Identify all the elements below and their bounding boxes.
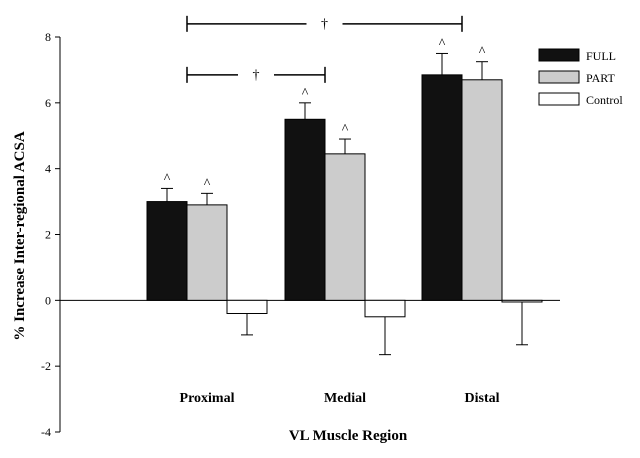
bar: [284, 118, 326, 301]
legend-label: Control: [586, 93, 623, 107]
chart-legend: FULL PART Control: [538, 48, 623, 107]
legend-swatch: [538, 70, 580, 84]
legend-label: FULL: [586, 49, 616, 63]
chart-bars: [146, 74, 543, 318]
y-axis-title: % Increase Inter-regional ACSA: [12, 131, 28, 340]
error-bars: [161, 52, 528, 356]
bracket-label: †: [253, 68, 260, 83]
y-tick-label: 0: [45, 293, 51, 307]
bar: [461, 79, 503, 301]
y-tick-label: 2: [45, 228, 51, 242]
y-tick-label: -4: [41, 425, 51, 439]
bar: [226, 299, 268, 315]
significance-marker: ^: [302, 86, 309, 101]
legend-swatch: [538, 48, 580, 62]
significance-marker: ^: [439, 36, 446, 51]
significance-marker: ^: [342, 122, 349, 137]
x-axis-title: VL Muscle Region: [289, 428, 408, 444]
bar: [146, 201, 188, 301]
y-axis-ticks: -4 -2 0 2 4 6 8: [41, 30, 60, 439]
y-tick-label: 8: [45, 30, 51, 44]
bar: [324, 153, 366, 301]
significance-marker: ^: [164, 171, 171, 186]
y-tick-label: -2: [41, 359, 51, 373]
y-tick-label: 6: [45, 96, 51, 110]
significance-markers: ^ ^ ^ ^ ^ ^: [164, 36, 486, 191]
category-label: Proximal: [180, 391, 235, 406]
legend-label: PART: [586, 71, 616, 85]
bracket-label: †: [321, 17, 328, 32]
category-label: Medial: [324, 391, 366, 406]
legend-swatch: [538, 92, 580, 106]
bar: [186, 204, 228, 301]
category-label: Distal: [465, 391, 500, 406]
comparison-brackets: ††: [186, 15, 463, 83]
significance-marker: ^: [204, 176, 211, 191]
y-tick-label: 4: [45, 162, 51, 176]
significance-marker: ^: [479, 45, 486, 60]
category-labels: Proximal Medial Distal: [180, 391, 500, 406]
bar: [501, 299, 543, 303]
bar: [421, 74, 463, 301]
bar: [364, 299, 406, 318]
